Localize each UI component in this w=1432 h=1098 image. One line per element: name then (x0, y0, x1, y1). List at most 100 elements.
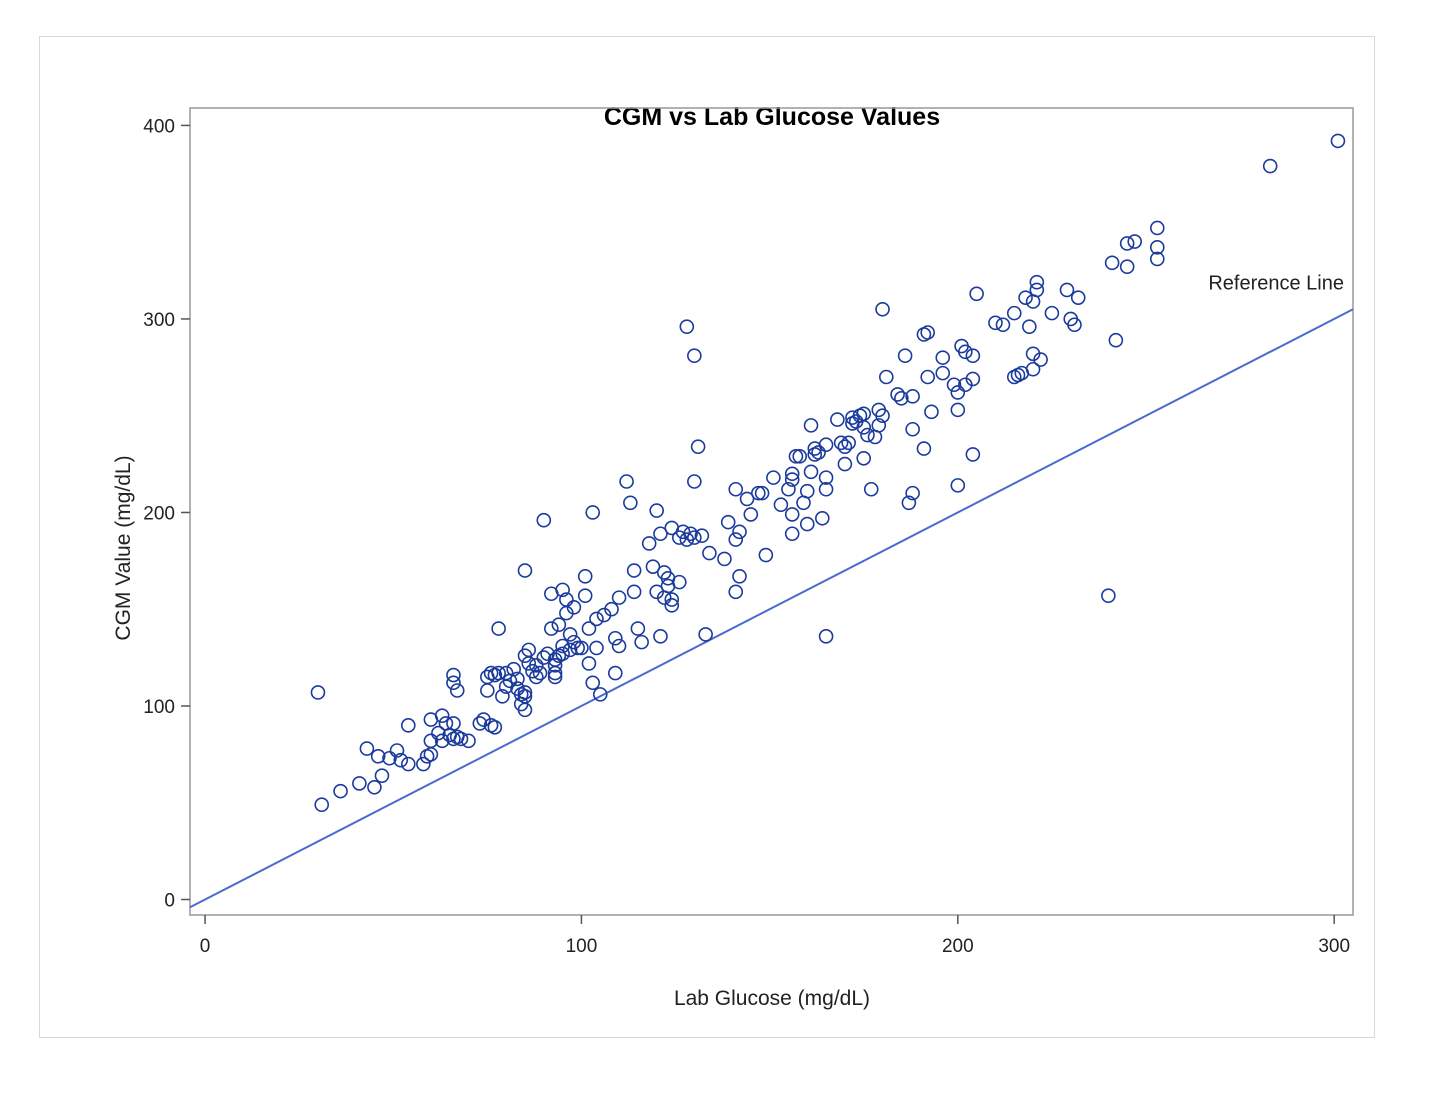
data-point (758, 547, 774, 563)
data-point (423, 747, 439, 762)
data-point (574, 640, 589, 656)
data-point (702, 545, 717, 561)
data-point (664, 598, 680, 613)
data-point (803, 418, 819, 433)
data-point (1262, 158, 1278, 174)
data-point (871, 418, 887, 433)
data-point (905, 485, 920, 501)
data-point (890, 387, 905, 402)
data-point (784, 526, 800, 542)
data-point (818, 481, 834, 497)
data-point (788, 449, 804, 464)
plot-area: 0 100 200 300 0 100 200 300 400 Reference Line (143, 107, 1354, 957)
data-point (374, 768, 390, 783)
data-point (551, 617, 567, 633)
reference-line-label: Reference Line (1208, 272, 1344, 294)
data-point (389, 743, 405, 758)
data-point (988, 315, 1003, 331)
x-axis-label: Lab Glucose (mg/dL) (674, 987, 870, 1010)
data-point (653, 629, 668, 644)
data-point (863, 481, 879, 497)
data-point (446, 716, 461, 731)
data-point (630, 621, 646, 636)
data-point (555, 582, 570, 598)
data-point (623, 495, 638, 511)
data-point (833, 435, 849, 451)
y-tick-label: 200 (143, 503, 175, 524)
data-point (521, 656, 537, 671)
data-point (935, 365, 951, 381)
data-point (461, 733, 476, 749)
data-point (491, 621, 506, 636)
x-tick-label: 200 (942, 936, 974, 957)
data-point (856, 450, 872, 466)
data-point (446, 667, 461, 683)
data-point (611, 638, 627, 654)
data-point (830, 412, 845, 427)
data-point (619, 474, 634, 489)
data-point (1108, 332, 1124, 348)
data-point (547, 669, 563, 685)
data-point (510, 671, 525, 687)
data-point (773, 497, 789, 513)
data-point (1029, 274, 1045, 290)
data-point (671, 574, 687, 590)
data-point (766, 470, 781, 485)
y-tick-label: 300 (143, 310, 175, 331)
data-point (536, 512, 552, 528)
x-tick-label: 100 (566, 936, 598, 957)
data-point (434, 708, 450, 723)
data-point (626, 584, 642, 600)
data-point (784, 507, 800, 522)
data-point (728, 532, 744, 547)
data-point (608, 665, 623, 681)
data-point (487, 719, 503, 735)
data-point (901, 495, 917, 511)
data-point (965, 447, 981, 462)
data-point (547, 658, 563, 673)
data-point (626, 563, 642, 578)
data-point (897, 348, 913, 364)
reference-line (189, 308, 1354, 909)
plot-frame (189, 107, 1354, 916)
data-point (314, 797, 330, 812)
data-point (472, 716, 488, 731)
data-point (400, 718, 416, 733)
data-point (920, 325, 935, 340)
data-point (841, 435, 856, 451)
data-point (1022, 319, 1037, 334)
data-point (754, 485, 770, 501)
data-point (528, 669, 544, 685)
data-point (393, 752, 409, 768)
data-point (837, 456, 853, 472)
data-point (480, 683, 495, 698)
data-point (453, 731, 469, 747)
data-point (728, 481, 744, 497)
data-point (491, 665, 506, 681)
data-point (367, 779, 382, 795)
data-point (423, 733, 439, 749)
x-tick-label: 0 (200, 936, 211, 957)
data-point (698, 627, 713, 642)
data-point (1059, 282, 1075, 298)
data-point (751, 485, 766, 501)
data-point (566, 599, 582, 615)
data-point (969, 286, 984, 302)
data-point (1330, 133, 1346, 149)
data-point (905, 389, 920, 404)
data-point (416, 756, 431, 772)
data-point (1025, 361, 1041, 377)
data-point (517, 563, 533, 578)
data-point (1006, 305, 1022, 321)
data-point (818, 629, 834, 644)
data-point (1033, 352, 1048, 367)
data-point (687, 530, 702, 545)
data-point (690, 439, 706, 454)
data-point (1119, 259, 1135, 274)
data-point (400, 756, 416, 772)
data-point (958, 344, 973, 360)
data-point (935, 350, 951, 365)
data-point (818, 437, 834, 453)
data-point (589, 611, 604, 627)
data-point (924, 404, 939, 420)
